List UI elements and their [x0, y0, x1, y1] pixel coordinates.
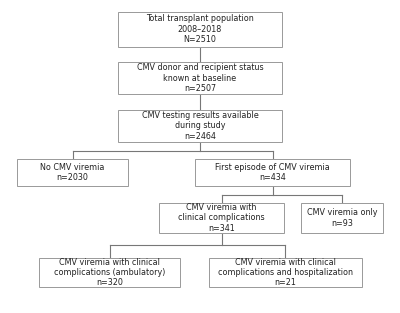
FancyBboxPatch shape	[301, 203, 383, 233]
Text: CMV testing results available
during study
n=2464: CMV testing results available during stu…	[142, 111, 258, 141]
FancyBboxPatch shape	[118, 62, 282, 95]
Text: First episode of CMV viremia
n=434: First episode of CMV viremia n=434	[215, 163, 330, 182]
FancyBboxPatch shape	[209, 258, 362, 287]
Text: CMV donor and recipient status
known at baseline
n=2507: CMV donor and recipient status known at …	[137, 63, 263, 93]
FancyBboxPatch shape	[39, 258, 180, 287]
FancyBboxPatch shape	[159, 203, 284, 233]
Text: CMV viremia with clinical
complications and hospitalization
n=21: CMV viremia with clinical complications …	[218, 258, 353, 287]
Text: Total transplant population
2008–2018
N=2510: Total transplant population 2008–2018 N=…	[146, 14, 254, 44]
Text: CMV viremia with
clinical complications
n=341: CMV viremia with clinical complications …	[178, 203, 265, 233]
FancyBboxPatch shape	[118, 12, 282, 47]
Text: CMV viremia with clinical
complications (ambulatory)
n=320: CMV viremia with clinical complications …	[54, 258, 166, 287]
FancyBboxPatch shape	[195, 159, 350, 186]
Text: No CMV viremia
n=2030: No CMV viremia n=2030	[40, 163, 105, 182]
FancyBboxPatch shape	[17, 159, 128, 186]
FancyBboxPatch shape	[118, 110, 282, 142]
Text: CMV viremia only
n=93: CMV viremia only n=93	[307, 208, 377, 228]
